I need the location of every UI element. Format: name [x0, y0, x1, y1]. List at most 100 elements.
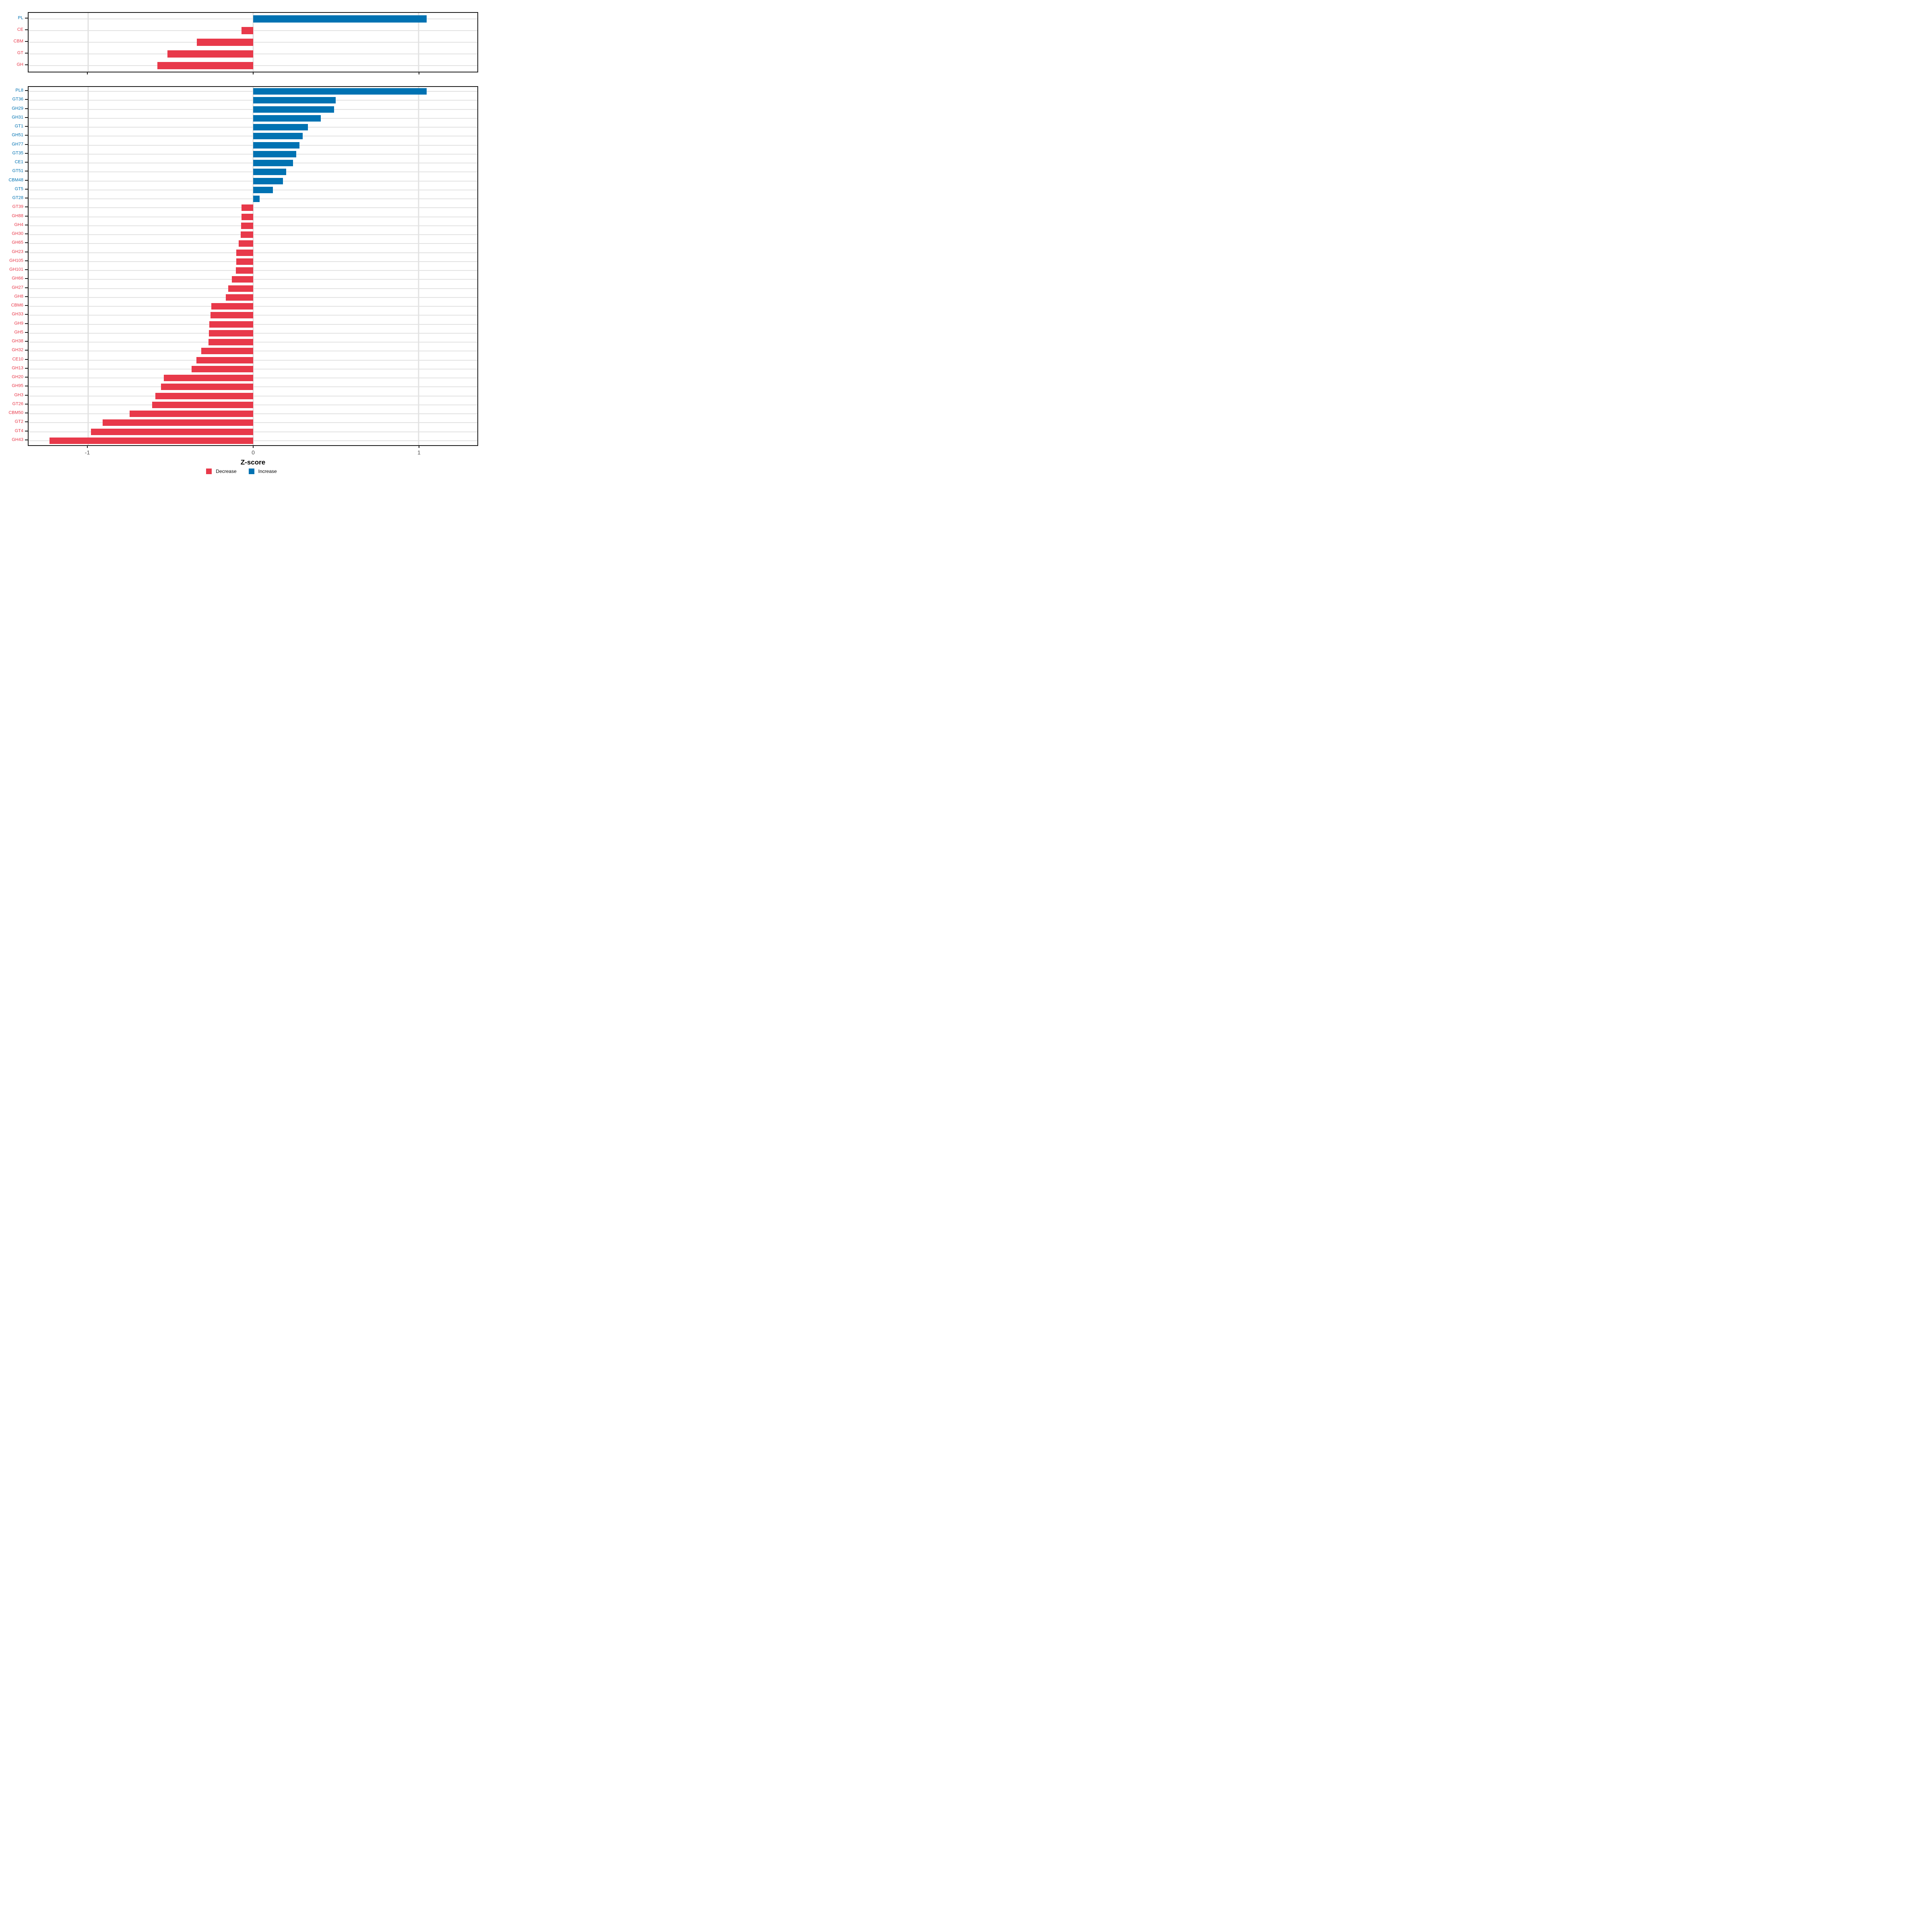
bar-CE1	[253, 160, 293, 167]
bar-GH32	[201, 348, 254, 355]
x-tick	[87, 445, 88, 448]
y-axis-label-GT26: GT26	[12, 401, 23, 407]
bar-GH	[157, 62, 254, 70]
y-tick	[25, 108, 28, 109]
legend-label-decrease: Decrease	[216, 469, 237, 474]
figure: -1 0 1 Z-score Decrease Increase PL CE CBM GT…	[0, 0, 483, 483]
y-axis-label-GT36: GT36	[12, 97, 23, 102]
bar-GH65	[238, 240, 254, 247]
y-tick	[25, 314, 28, 315]
y-axis-label-GH65: GH65	[12, 240, 23, 245]
y-axis-label-GH31: GH31	[12, 115, 23, 120]
y-tick	[25, 233, 28, 235]
bar-GH5	[209, 330, 254, 336]
x-axis-title: Z-score	[240, 458, 266, 466]
y-gridline	[29, 153, 477, 155]
bar-CBM50	[129, 411, 254, 417]
y-gridline	[29, 144, 477, 146]
y-tick	[25, 296, 28, 297]
y-tick	[25, 215, 28, 217]
bar-GT	[167, 50, 254, 58]
y-axis-label-GH51: GH51	[12, 132, 23, 138]
bar-GH33	[210, 312, 254, 319]
bar-GT26	[152, 401, 254, 408]
bar-PL8	[253, 88, 427, 95]
y-gridline	[29, 91, 477, 92]
bar-GT1	[253, 124, 308, 131]
y-axis-label-GH101: GH101	[9, 267, 23, 272]
y-tick	[25, 403, 28, 405]
y-tick	[25, 350, 28, 351]
y-tick	[25, 377, 28, 378]
bar-GT4	[91, 428, 254, 435]
y-axis-label-GH32: GH32	[12, 347, 23, 353]
legend: Decrease Increase	[0, 469, 483, 474]
y-axis-label-GH8: GH8	[14, 294, 23, 299]
y-axis-label-CBM: CBM	[13, 39, 23, 44]
bar-PL	[253, 15, 427, 23]
y-tick	[25, 144, 28, 145]
y-axis-label-GH: GH	[17, 62, 24, 67]
y-tick	[25, 341, 28, 342]
bar-CE10	[196, 357, 254, 363]
bar-GH30	[240, 231, 254, 238]
y-axis-label-GH105: GH105	[9, 258, 23, 263]
bar-GH43	[50, 437, 254, 444]
y-axis-label-CBM50: CBM50	[8, 410, 23, 415]
y-axis-label-GH13: GH13	[12, 365, 23, 371]
y-axis-label-GH23: GH23	[12, 249, 23, 254]
y-tick	[25, 162, 28, 163]
y-gridline	[29, 127, 477, 128]
y-tick	[25, 287, 28, 288]
y-tick	[25, 29, 28, 30]
y-tick	[25, 41, 28, 42]
y-axis-label-CE: CE	[17, 27, 23, 32]
bar-GH29	[253, 106, 334, 113]
y-tick	[25, 367, 28, 369]
x-gridline	[252, 87, 254, 445]
bar-GH95	[161, 384, 254, 390]
y-tick	[25, 278, 28, 279]
y-axis-label-GH77: GH77	[12, 142, 23, 147]
y-axis-label-GH27: GH27	[12, 285, 23, 290]
y-axis-label-CE1: CE1	[14, 159, 23, 165]
y-axis-label-GH29: GH29	[12, 106, 23, 111]
y-tick	[25, 421, 28, 423]
bar-GH4	[241, 222, 254, 229]
y-axis-label-GH43: GH43	[12, 437, 23, 442]
y-gridline	[29, 109, 477, 110]
y-axis-label-GT35: GT35	[12, 151, 23, 156]
bar-GT28	[253, 196, 260, 202]
x-tick	[253, 445, 254, 448]
y-axis-label-GT51: GT51	[12, 168, 23, 173]
y-tick	[25, 260, 28, 261]
bar-GH77	[253, 142, 299, 149]
y-tick	[25, 126, 28, 127]
bar-CE	[242, 27, 254, 34]
y-axis-label-GH66: GH66	[12, 276, 23, 281]
y-gridline	[29, 180, 477, 182]
bar-GH27	[228, 285, 254, 292]
y-tick	[25, 117, 28, 118]
y-tick	[25, 17, 28, 19]
y-axis-label-GT: GT	[17, 50, 23, 56]
y-gridline	[29, 118, 477, 119]
y-tick	[25, 242, 28, 244]
bar-GH31	[253, 115, 321, 122]
bar-GH101	[236, 267, 254, 274]
bar-GH3	[155, 392, 254, 399]
y-axis-label-PL8: PL8	[15, 88, 23, 93]
y-axis-label-GT1: GT1	[14, 124, 23, 129]
y-tick	[25, 269, 28, 270]
y-axis-label-GH38: GH38	[12, 339, 23, 344]
bar-GT39	[242, 204, 254, 211]
y-tick	[25, 206, 28, 208]
y-axis-label-CE10: CE10	[12, 357, 23, 362]
x-tick-label-0: 0	[252, 449, 255, 456]
y-axis-label-GT39: GT39	[12, 204, 23, 209]
y-tick	[25, 359, 28, 360]
bar-GT36	[253, 97, 336, 104]
y-tick	[25, 64, 28, 66]
bar-GT2	[102, 419, 254, 426]
bar-GH105	[236, 258, 254, 265]
